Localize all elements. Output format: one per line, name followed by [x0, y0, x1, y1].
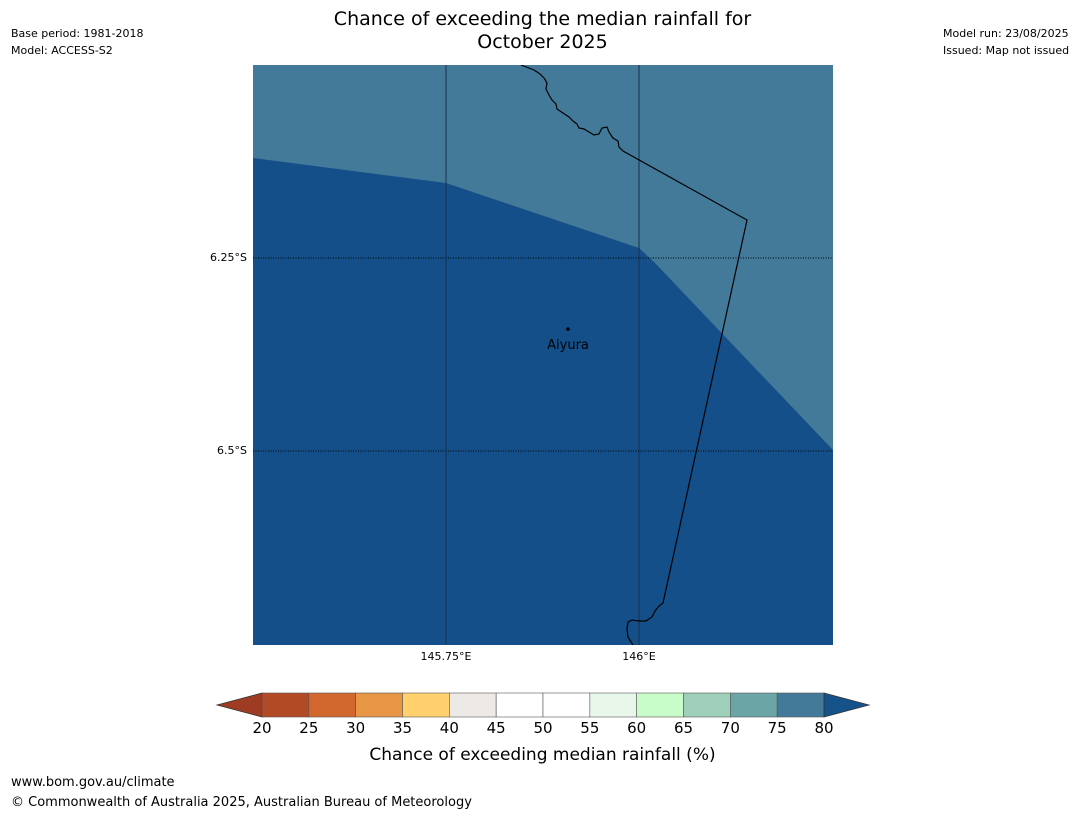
title-line-2: October 2025 [477, 31, 608, 53]
colorbar-tick-label: 25 [299, 719, 319, 737]
colorbar-title: Chance of exceeding median rainfall (%) [369, 745, 716, 765]
meta-right: Model run: 23/08/2025 Issued: Map not is… [943, 25, 1069, 59]
colorbar-segment [402, 692, 450, 718]
footer-url: www.bom.gov.au/climate [11, 775, 175, 790]
model-run-text: Model run: 23/08/2025 [943, 27, 1069, 40]
issued-text: Issued: Map not issued [943, 44, 1070, 57]
lon-label-145-75: 145.75°E [420, 650, 472, 663]
colorbar-tick-label: 55 [580, 719, 600, 737]
colorbar-tick-label: 50 [533, 719, 553, 737]
colorbar-segment [355, 692, 403, 718]
colorbar-segment [636, 692, 684, 718]
colorbar-segments [261, 692, 825, 718]
colorbar-tick-label: 20 [252, 719, 272, 737]
colorbar-tick-label: 30 [346, 719, 366, 737]
title-line-1: Chance of exceeding the median rainfall … [333, 8, 752, 30]
place-label-aiyura: Aiyura [547, 338, 589, 353]
footer-copyright: © Commonwealth of Australia 2025, Austra… [11, 795, 472, 810]
colorbar-tick-label: 60 [627, 719, 647, 737]
colorbar-tick-label: 75 [767, 719, 787, 737]
colorbar-segment [261, 692, 310, 718]
colorbar-segment [776, 692, 825, 718]
colorbar-tick-label: 65 [673, 719, 694, 737]
colorbar-tick-label: 40 [439, 719, 459, 737]
colorbar-segment [495, 692, 544, 718]
aiyura-marker [566, 327, 570, 331]
colorbar-segment [308, 692, 356, 718]
lon-label-146: 146°E [622, 650, 656, 663]
colorbar-segment [730, 692, 778, 718]
colorbar-tick-label: 80 [814, 719, 834, 737]
model-text: Model: ACCESS-S2 [11, 44, 113, 57]
base-period-text: Base period: 1981-2018 [11, 27, 144, 40]
colorbar-segment [589, 692, 637, 718]
colorbar-segment [542, 692, 591, 718]
colorbar-overflow [823, 692, 871, 718]
colorbar-segment [449, 692, 497, 718]
lat-label-6-25: 6.25°S [210, 251, 247, 264]
forecast-map: Aiyura [253, 65, 833, 645]
colorbar [215, 692, 871, 718]
colorbar-underflow [215, 692, 263, 718]
colorbar-tick-label: 45 [486, 719, 506, 737]
lat-label-6-5: 6.5°S [217, 444, 247, 457]
colorbar-tick-label: 35 [392, 719, 413, 737]
region-lower [253, 158, 833, 645]
colorbar-segment [683, 692, 731, 718]
map-title: Chance of exceeding the median rainfall … [0, 8, 1085, 54]
border-line [520, 65, 748, 645]
colorbar-tick-label: 70 [720, 719, 740, 737]
meta-left: Base period: 1981-2018 Model: ACCESS-S2 [11, 25, 143, 59]
